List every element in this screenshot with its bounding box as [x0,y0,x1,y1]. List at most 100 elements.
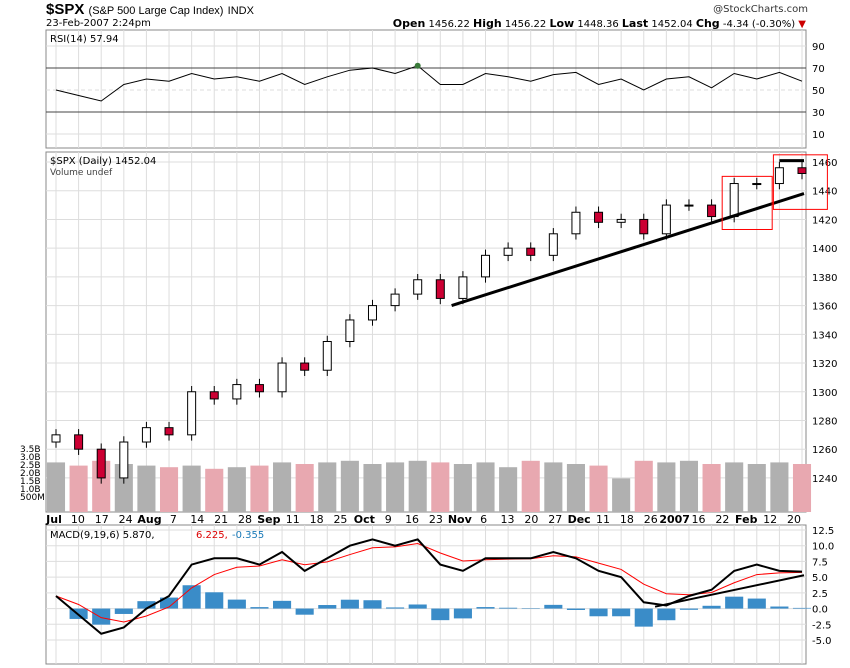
timestamp: 23-Feb-2007 2:24pm [46,18,151,29]
macd-histogram-bar [250,607,269,609]
x-tick: 14 [190,513,204,526]
candle-body [435,279,445,299]
macd-histogram-bar [634,608,653,627]
macd-histogram-bar [227,599,246,609]
panel-rsi [45,29,807,149]
rsi-tick: 50 [812,86,825,97]
macd-histogram-bar [589,608,608,617]
candle-body [345,319,355,342]
rsi-line [55,65,803,102]
macd-histogram-bar [205,592,224,609]
last-value: 1452.04 [651,19,693,30]
candle-body [774,167,784,185]
x-tick: 6 [480,513,487,526]
macd-histogram-bar [363,600,382,609]
macd-hist-value: -0.355 [232,530,264,541]
candle-body [232,384,242,400]
volume-bar [657,462,676,512]
volume-legend: Volume undef [50,168,113,178]
macd-histogram-bar [340,599,359,609]
macd-histogram-bar [318,605,337,609]
macd-tick: 7.5 [812,557,828,568]
symbol-name: (S&P 500 Large Cap Index) [88,5,224,17]
macd-histogram-bar [386,607,405,609]
candle-body [300,362,310,371]
highlight-box [772,154,828,210]
volume-bar [363,464,382,512]
volume-bar [634,460,653,512]
volume-bar [566,464,585,512]
volume-bar [386,462,405,512]
x-tick: 11 [286,513,300,526]
macd-legend: MACD(9,19,6) 5.870, [50,530,155,541]
candle-body [458,276,468,299]
candle-body [96,448,106,479]
candle-body [119,441,129,479]
x-tick: Feb [735,513,758,526]
volume-bar [250,465,269,512]
macd-histogram-bar [114,608,133,614]
price-tick: 1300 [812,388,837,399]
volume-tick: 2.5B [20,461,41,471]
candle-body [254,384,264,393]
macd-tick: 12.5 [812,526,834,537]
quote-bar: Open 1456.22 High 1456.22 Low 1448.36 La… [393,17,806,30]
down-arrow-icon: ▼ [798,19,806,30]
rsi-tick: 10 [812,130,825,141]
x-tick: 16 [405,513,419,526]
x-tick: 12 [763,513,777,526]
candle-body [503,247,513,256]
x-tick: 24 [119,513,133,526]
volume-bar [159,467,179,512]
macd-tick: 0.0 [812,605,828,616]
candle-body [209,391,219,400]
volume-bar [46,462,66,512]
panel-price [45,151,807,513]
x-tick: Nov [448,513,473,526]
macd-trendline [654,574,805,608]
price-tick: 1340 [812,330,837,341]
macd-histogram-bar [544,604,563,609]
price-tick: 1240 [812,474,837,485]
volume-bar [431,462,450,512]
macd-histogram-bar [679,608,699,610]
macd-histogram-bar [747,598,766,609]
macd-histogram-bar [431,608,450,621]
rsi-legend: RSI(14) 57.94 [50,34,119,45]
macd-histogram-bar [566,608,585,610]
candle-body [548,233,558,256]
macd-tick: 2.5 [812,589,828,600]
x-tick: 28 [238,513,252,526]
high-value: 1456.22 [504,19,547,30]
open-label: Open [392,17,426,30]
price-tick: 1360 [812,302,837,313]
candle-body [367,305,377,321]
macd-signal-value: 6.225, [196,530,228,541]
volume-bar [205,468,224,512]
macd-histogram-bar [725,596,744,609]
price-tick: 1320 [812,359,837,370]
candle-body [74,434,84,450]
price-tick: 1440 [812,187,837,198]
candle-body [390,293,400,307]
candle-body [413,279,423,295]
x-tick: Aug [137,513,161,526]
volume-bar [679,460,699,512]
x-tick: Sep [257,513,280,526]
price-legend: $SPX (Daily) 1452.04 [50,156,156,167]
volume-tick: 2.0B [20,469,41,479]
x-tick: Jul [45,513,62,526]
x-tick: 21 [214,513,228,526]
macd-tick: 10.0 [812,542,834,553]
volume-bar [589,465,608,512]
volume-bar [340,460,359,512]
volume-bar [92,460,111,512]
macd-histogram-bar [770,606,789,609]
macd-histogram-bar [295,608,314,615]
price-tick: 1400 [812,244,837,255]
macd-tick: -2.5 [812,620,832,631]
x-tick: 25 [333,513,347,526]
high-label: High [473,17,502,30]
x-tick: 16 [692,513,706,526]
